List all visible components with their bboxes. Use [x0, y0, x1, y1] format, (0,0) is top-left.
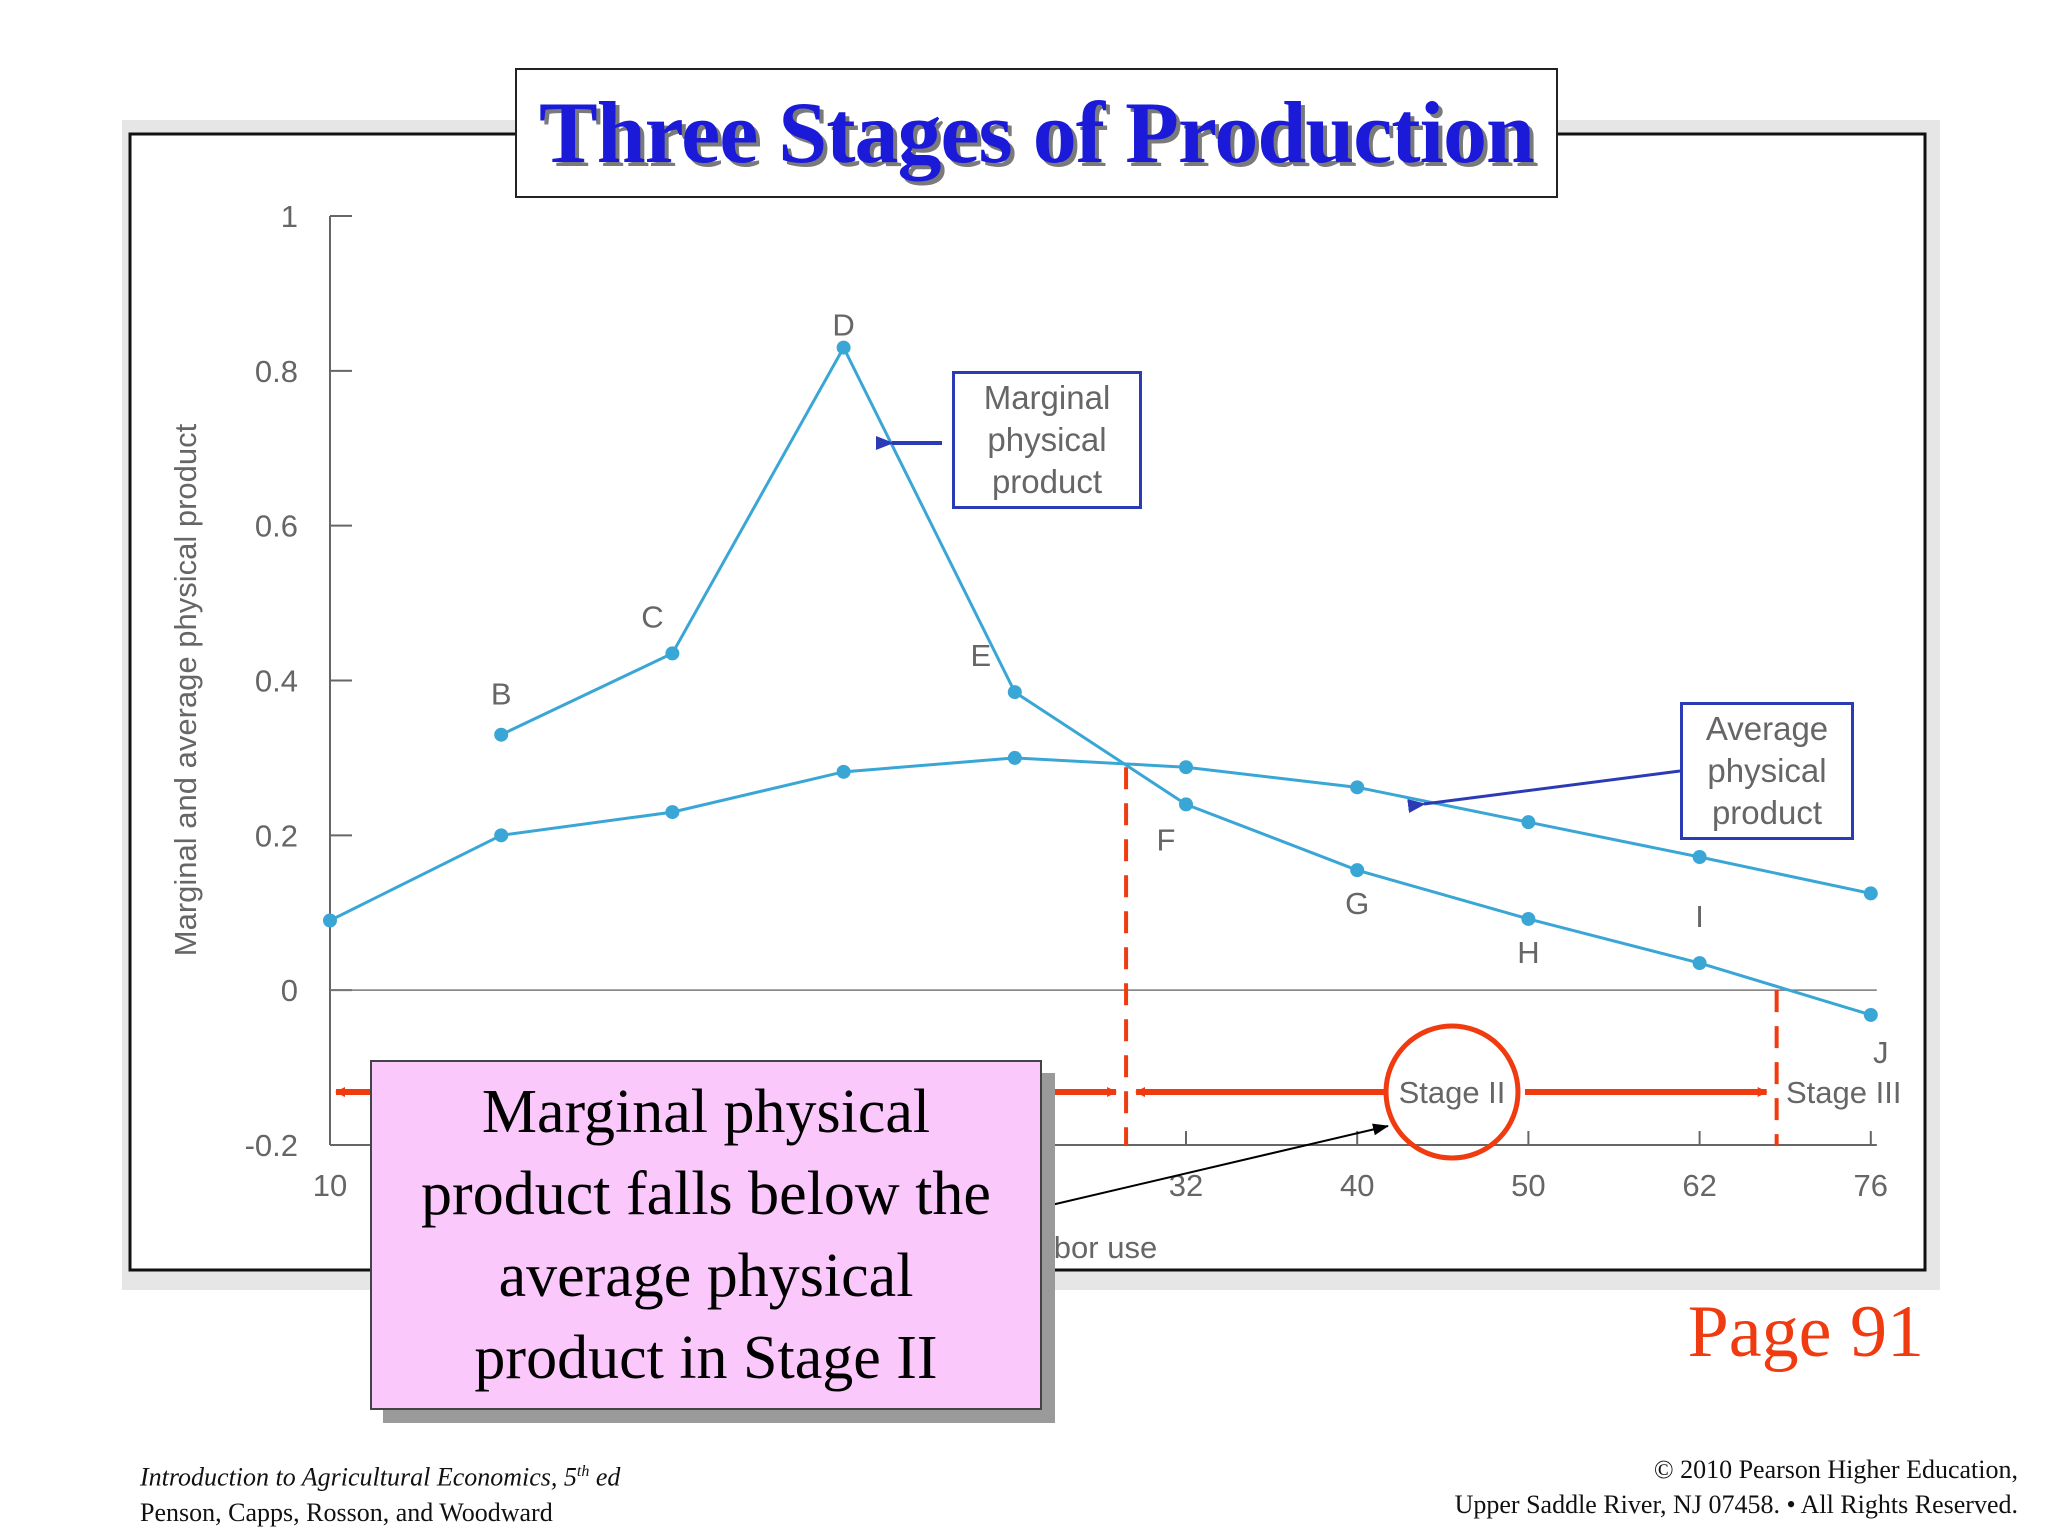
x-tick-label: 76 — [1854, 1168, 1888, 1203]
footer-copyright-line: © 2010 Pearson Higher Education, — [1653, 1455, 2018, 1484]
app-point — [1350, 780, 1365, 795]
callout-line: average physical — [498, 1242, 914, 1310]
point-label: F — [1157, 822, 1176, 857]
callout-line: product in Stage II — [474, 1324, 938, 1392]
y-tick-label: 0.4 — [255, 664, 298, 699]
mpp-point — [836, 340, 851, 355]
app-point — [665, 805, 680, 820]
mpp-point — [1863, 1007, 1878, 1022]
y-tick-label: -0.2 — [245, 1128, 298, 1163]
legend-line: physical — [987, 421, 1107, 458]
legend-line: Average — [1705, 710, 1829, 747]
legend-line: Marginal — [983, 379, 1111, 416]
callout-box: Marginal physical product falls below th… — [370, 1060, 1042, 1410]
x-axis-label: …bor use — [1023, 1230, 1157, 1265]
legend-line: product — [1711, 794, 1823, 831]
point-label: C — [641, 599, 663, 634]
callout-arrow — [1029, 1123, 1389, 1211]
legend-marginal-physical-product: Marginal physical product — [952, 371, 1142, 509]
app-point — [494, 828, 509, 843]
footer-authors: Penson, Capps, Rosson, and Woodward — [140, 1497, 553, 1527]
legend-arrows — [876, 436, 1681, 1211]
footer-book-line: Introduction to Agricultural Economics, … — [140, 1454, 620, 1495]
point-labels: B C D E F G H I J — [491, 308, 1889, 1070]
stage-3-label: Stage III — [1786, 1075, 1901, 1110]
footer-edition-suffix: ed — [589, 1462, 621, 1492]
legend-line: product — [991, 463, 1103, 500]
app-point — [836, 764, 851, 779]
mpp-point — [1521, 911, 1536, 926]
footer-edition-sup: th — [576, 1463, 590, 1480]
page-reference: Page 91 — [1687, 1291, 1924, 1373]
stage-2-label: Stage II — [1399, 1075, 1506, 1110]
legend-line: physical — [1707, 752, 1827, 789]
point-label: H — [1517, 935, 1539, 970]
x-tick-label: 62 — [1682, 1168, 1716, 1203]
point-label: D — [832, 308, 854, 343]
app-point — [1007, 750, 1022, 765]
page-title: Three Stages of Production — [539, 84, 1535, 182]
title-box: Three Stages of Production — [515, 68, 1558, 198]
y-tick-label: 0 — [281, 973, 298, 1008]
axes: 10.80.60.40.20-0.210 32 40 50 62 76…bor use — [245, 199, 1888, 1265]
app-legend-arrow — [1407, 769, 1681, 813]
y-tick-label: 0.8 — [255, 354, 298, 389]
point-label: I — [1695, 899, 1704, 934]
app-point — [1863, 886, 1878, 901]
footer-citation: Introduction to Agricultural Economics, … — [140, 1454, 620, 1530]
callout-line: Marginal physical — [481, 1078, 931, 1146]
x-tick-label: 50 — [1511, 1168, 1545, 1203]
app-point — [1692, 850, 1707, 865]
app-point — [323, 913, 337, 928]
footer-copyright: © 2010 Pearson Higher Education, Upper S… — [1455, 1452, 2018, 1522]
mpp-point — [1350, 863, 1365, 878]
mpp-point — [1692, 956, 1707, 971]
point-label: B — [491, 677, 512, 712]
point-label: G — [1345, 886, 1369, 921]
y-tick-label: 0.2 — [255, 818, 298, 853]
footer-book-title: Introduction to Agricultural Economics, … — [140, 1462, 577, 1492]
y-axis-label: Marginal and average physical product — [168, 423, 203, 956]
y-tick-label: 1 — [281, 199, 298, 234]
series — [323, 340, 1878, 1022]
app-point — [1521, 815, 1536, 830]
y-tick-label: 0.6 — [255, 509, 298, 544]
legend-average-physical-product: Average physical product — [1680, 702, 1854, 840]
app-line — [329, 756, 1872, 922]
callout-line: product falls below the — [421, 1160, 991, 1228]
x-tick-label: 10 — [313, 1168, 347, 1203]
mpp-point — [665, 646, 680, 661]
x-tick-label: 40 — [1340, 1168, 1374, 1203]
mpp-point — [1007, 685, 1022, 700]
stage-2-highlight-circle — [1383, 1023, 1521, 1161]
mpp-point — [1179, 797, 1193, 812]
point-label: J — [1873, 1035, 1889, 1070]
app-point — [1179, 760, 1193, 775]
mpp-point — [494, 727, 509, 742]
footer-address-line: Upper Saddle River, NJ 07458. • All Righ… — [1454, 1490, 2018, 1519]
point-label: E — [970, 638, 991, 673]
